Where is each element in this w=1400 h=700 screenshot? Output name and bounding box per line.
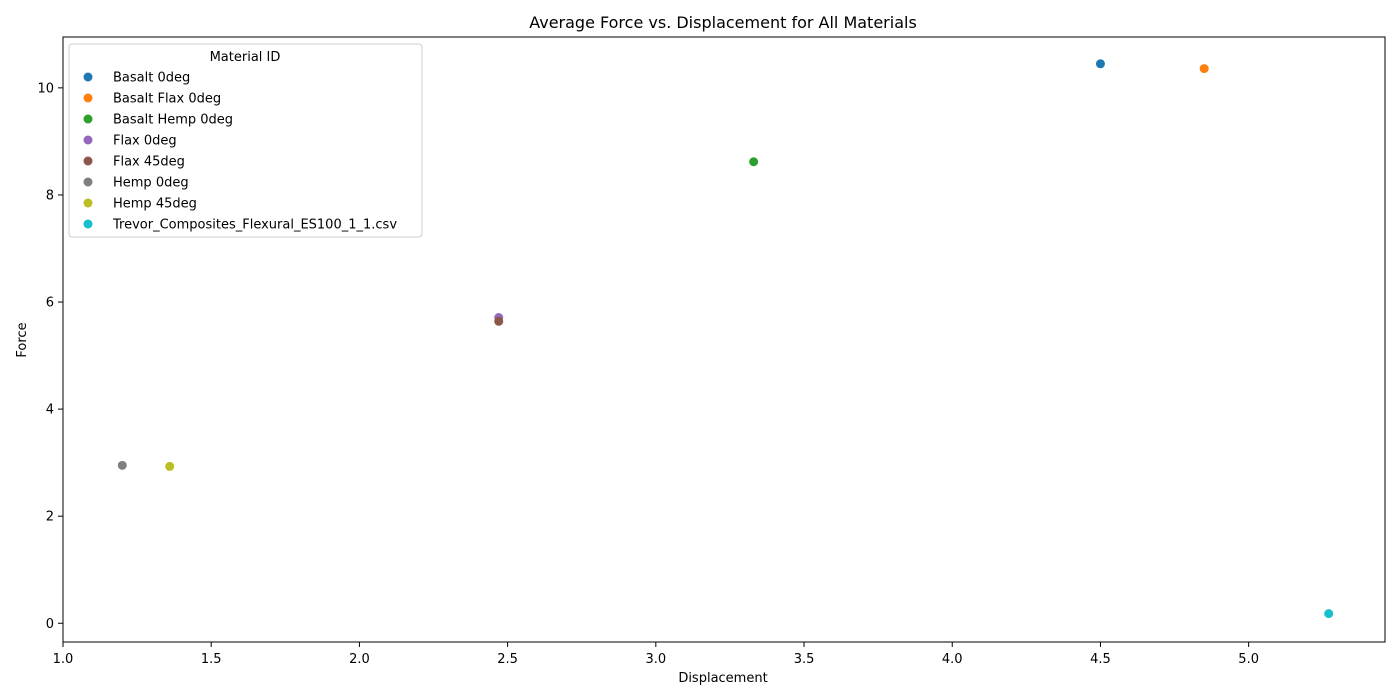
legend-marker: [83, 72, 93, 82]
x-tick-label: 4.5: [1090, 652, 1111, 667]
data-point-6: [165, 461, 175, 471]
x-tick-label: 4.0: [942, 652, 963, 667]
legend-label: Basalt Flax 0deg: [113, 92, 221, 107]
x-tick-label: 1.0: [53, 652, 74, 667]
data-point-5: [117, 460, 127, 470]
data-point-2: [749, 157, 759, 167]
y-axis-label: Force: [15, 322, 30, 357]
x-tick-label: 3.5: [794, 652, 815, 667]
x-axis-ticks: 1.0 1.5 2.0 2.5 3.0 3.5 4.0 4.5 5.0: [53, 642, 1259, 667]
legend-marker: [83, 198, 93, 208]
x-tick-label: 1.5: [201, 652, 222, 667]
data-point-0: [1095, 59, 1105, 69]
data-point-1: [1199, 64, 1209, 74]
y-tick-label: 0: [46, 617, 54, 632]
legend-marker: [83, 135, 93, 145]
legend-label: Flax 0deg: [113, 134, 177, 149]
legend-label: Hemp 0deg: [113, 176, 189, 191]
y-tick-label: 4: [46, 403, 54, 418]
legend-label: Basalt 0deg: [113, 71, 190, 86]
legend-marker: [83, 219, 93, 229]
y-tick-label: 6: [46, 296, 54, 311]
legend-marker: [83, 156, 93, 166]
legend-label: Flax 45deg: [113, 155, 185, 170]
x-axis-label: Displacement: [678, 671, 767, 686]
legend-label: Trevor_Composites_Flexural_ES100_1_1.csv: [112, 218, 397, 233]
legend-label: Hemp 45deg: [113, 197, 197, 212]
plot-frame: [62, 36, 1386, 643]
x-tick-label: 3.0: [645, 652, 666, 667]
legend-label: Basalt Hemp 0deg: [113, 113, 233, 128]
x-tick-label: 2.5: [497, 652, 518, 667]
y-axis-ticks: 0 2 4 6 8 10: [37, 81, 63, 632]
legend-title: Material ID: [210, 50, 281, 65]
legend-marker: [83, 114, 93, 124]
y-tick-label: 8: [46, 188, 54, 203]
plot-marks: [117, 59, 1334, 619]
data-point-4: [494, 316, 504, 326]
x-tick-label: 5.0: [1238, 652, 1259, 667]
legend-marker: [83, 93, 93, 103]
y-tick-label: 10: [37, 81, 54, 96]
legend-items: Basalt 0deg Basalt Flax 0deg Basalt Hemp 0…: [83, 71, 397, 233]
chart-title: Average Force vs. Displacement for All M…: [529, 13, 917, 32]
x-tick-label: 2.0: [349, 652, 370, 667]
legend-marker: [83, 177, 93, 187]
legend-box: [68, 43, 423, 238]
y-tick-label: 2: [46, 510, 54, 525]
data-point-7: [1324, 609, 1334, 619]
